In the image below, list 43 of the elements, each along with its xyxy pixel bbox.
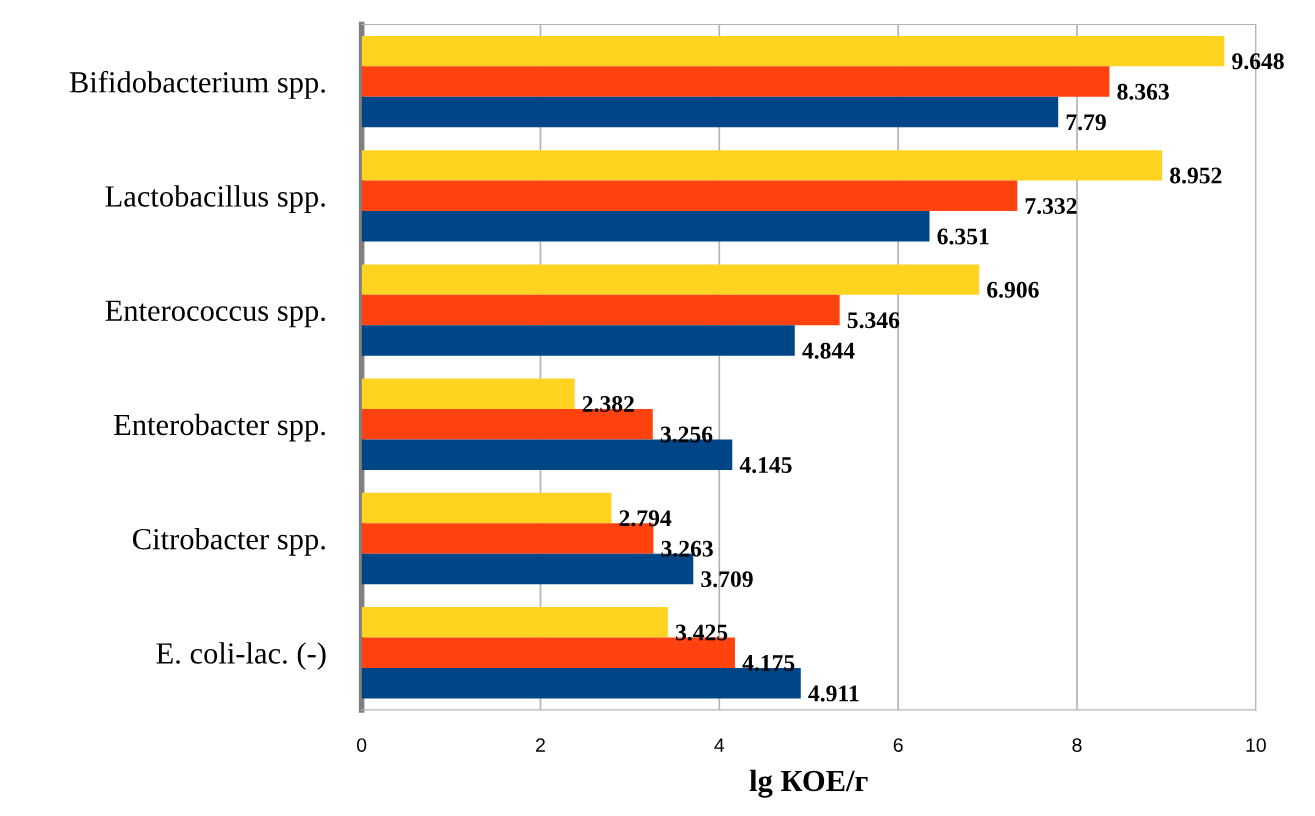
- bar: [361, 180, 1018, 212]
- x-tick-label: 6: [893, 738, 903, 752]
- data-label: 3.425: [675, 624, 728, 641]
- data-label: 6.351: [937, 228, 989, 245]
- bar: [361, 66, 1110, 97]
- bar: [361, 378, 575, 410]
- data-label: 3.263: [661, 540, 713, 557]
- data-label: 4.175: [742, 655, 795, 671]
- data-label: 4.844: [802, 342, 855, 359]
- x-tick-label: 0: [356, 738, 367, 752]
- data-label: 3.709: [701, 571, 753, 588]
- y-tick-label: Lactobacillus spp.: [105, 185, 325, 213]
- bar: [361, 264, 980, 295]
- bar: [361, 96, 1059, 128]
- x-axis-title: lg КОЕ/г: [749, 769, 868, 798]
- data-label: 7.332: [1025, 198, 1077, 215]
- data-label: 8.363: [1117, 83, 1169, 100]
- data-label: 5.346: [847, 312, 900, 329]
- bar: [361, 211, 930, 242]
- bar: [361, 150, 1163, 181]
- y-tick-label: Enterococcus spp.: [105, 300, 325, 328]
- data-label: 2.794: [619, 510, 672, 527]
- data-label: 2.382: [582, 396, 634, 413]
- y-tick-label: E. coli-lac. (-): [156, 642, 326, 670]
- data-label: 4.145: [739, 457, 792, 473]
- bar: [361, 325, 795, 356]
- x-tick-label: 8: [1072, 738, 1082, 752]
- x-tick-label: 2: [536, 738, 545, 752]
- y-tick-label: Bifidobacterium spp.: [69, 70, 325, 99]
- data-label: 8.952: [1170, 167, 1222, 184]
- x-tick-label: 10: [1246, 738, 1266, 752]
- data-label: 3.256: [660, 426, 713, 443]
- data-label: 6.906: [987, 281, 1039, 298]
- bar: [361, 294, 840, 326]
- y-tick-label: Enterobacter spp.: [113, 413, 325, 442]
- data-label: 7.79: [1066, 114, 1106, 131]
- bar: [361, 492, 612, 524]
- data-label: 4.911: [808, 685, 859, 702]
- data-label: 9.648: [1232, 53, 1284, 70]
- bar: [361, 35, 1225, 67]
- bar: [361, 607, 668, 638]
- y-tick-label: Citrobacter spp.: [132, 527, 325, 556]
- x-tick-label: 4: [714, 738, 725, 752]
